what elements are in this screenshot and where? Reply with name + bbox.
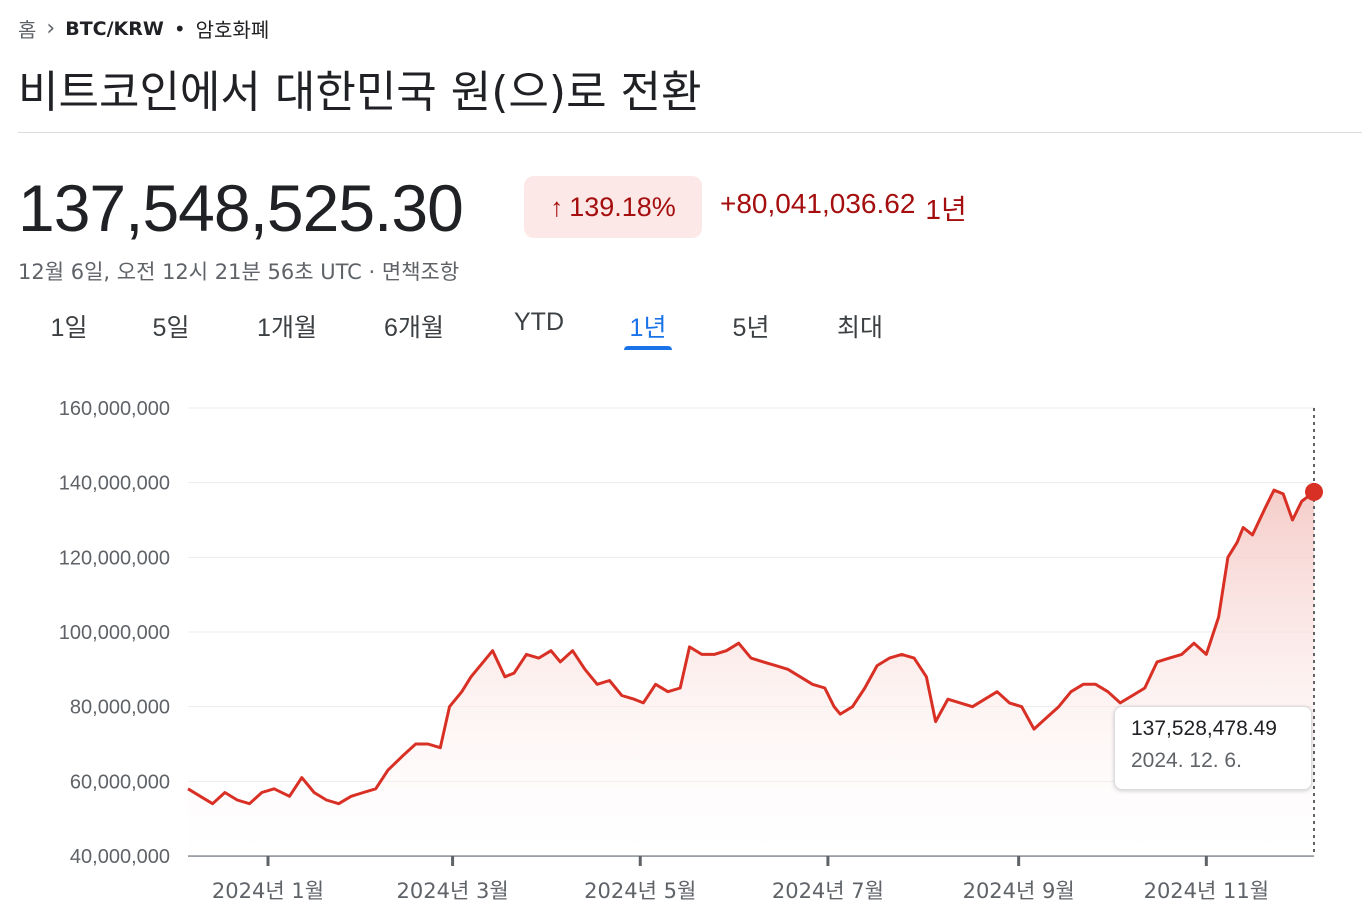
tab-max[interactable]: 최대 — [836, 314, 883, 342]
y-tick-label: 100,000,000 — [59, 622, 170, 644]
y-tick-label: 120,000,000 — [59, 547, 170, 569]
tab-1m[interactable]: 1개월 — [257, 314, 317, 342]
y-tick-label: 140,000,000 — [59, 473, 170, 495]
price-chart[interactable]: 160,000,000 140,000,000 120,000,000 100,000… — [0, 380, 1362, 920]
chevron-right-icon: › — [46, 16, 56, 41]
change-period: 1년 — [925, 194, 967, 225]
x-tick-label: 2024년 7월 — [772, 879, 884, 903]
x-tick-label: 2024년 11월 — [1144, 879, 1269, 903]
change-absolute: +80,041,036.62 1년 — [720, 188, 967, 228]
tab-6m[interactable]: 6개월 — [384, 314, 444, 342]
tab-5y[interactable]: 5년 — [732, 314, 770, 342]
page-title: 비트코인에서 대한민국 원(으)로 전환 — [18, 67, 702, 118]
tab-1y[interactable]: 1년 — [629, 314, 667, 342]
arrow-up-icon: ↑ — [550, 191, 564, 222]
breadcrumb-pair: BTC/KRW — [65, 17, 164, 40]
breadcrumb-home-link[interactable]: 홈 — [18, 18, 37, 42]
x-tick-label: 2024년 3월 — [397, 879, 509, 903]
x-tick-label: 2024년 1월 — [212, 879, 324, 903]
tooltip-date: 2024. 12. 6. — [1131, 749, 1242, 772]
y-tick-label: 40,000,000 — [70, 846, 170, 868]
tab-5d[interactable]: 5일 — [152, 314, 190, 342]
x-tick-label: 2024년 9월 — [963, 879, 1075, 903]
tooltip: 137,528,478.49 2024. 12. 6. — [1114, 706, 1312, 790]
last-point-marker — [1305, 482, 1323, 501]
tab-1d[interactable]: 1일 — [50, 314, 88, 342]
price-area — [188, 490, 1314, 856]
tooltip-value: 137,528,478.49 — [1131, 717, 1277, 740]
tab-ytd[interactable]: YTD — [514, 308, 564, 336]
range-tabs: 1일 5일 1개월 6개월 YTD 1년 5년 최대 — [0, 300, 900, 356]
breadcrumb: 홈 › BTC/KRW • 암호화폐 — [18, 14, 269, 43]
change-absolute-value: +80,041,036.62 — [720, 188, 916, 219]
y-tick-label: 160,000,000 — [59, 398, 170, 420]
divider — [18, 132, 1362, 133]
change-percent-badge: ↑ 139.18% — [524, 176, 702, 238]
current-price: 137,548,525.30 — [18, 171, 464, 245]
price-line — [187, 488, 1315, 806]
active-tab-indicator — [624, 346, 672, 350]
breadcrumb-type: 암호화폐 — [195, 18, 270, 42]
x-tick-label: 2024년 5월 — [584, 879, 696, 903]
y-tick-label: 60,000,000 — [70, 771, 170, 793]
breadcrumb-separator: • — [173, 16, 186, 41]
quote-timestamp[interactable]: 12월 6일, 오전 12시 21분 56초 UTC · 면책조항 — [18, 260, 460, 284]
change-percent: 139.18% — [569, 191, 676, 222]
y-tick-label: 80,000,000 — [70, 697, 170, 719]
